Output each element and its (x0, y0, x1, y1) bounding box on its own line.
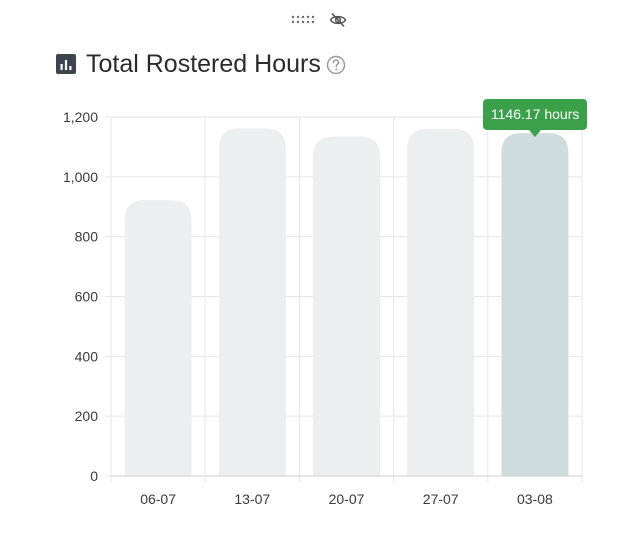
x-tick-label: 06-07 (140, 491, 176, 507)
widget-toolbar (0, 11, 640, 29)
help-circle-icon[interactable] (326, 55, 346, 75)
y-tick-label: 1,000 (63, 169, 98, 185)
y-tick-label: 1,200 (63, 109, 98, 125)
bar-20-07 (313, 136, 380, 476)
eye-off-icon[interactable] (329, 12, 347, 28)
y-tick-label: 200 (75, 408, 99, 424)
bar-tooltip: 1146.17 hours (482, 99, 588, 131)
bar-03-08 (501, 133, 569, 477)
y-tick-label: 0 (90, 468, 98, 484)
tooltip-arrow (528, 130, 541, 138)
bar-27-07 (407, 128, 475, 476)
bar-chart-icon (56, 54, 76, 74)
x-tick-label: 20-07 (329, 491, 365, 507)
y-tick-label: 800 (75, 229, 99, 245)
y-tick-label: 600 (75, 289, 99, 305)
bar-06-07 (124, 200, 192, 476)
y-tick-label: 400 (75, 348, 99, 364)
x-tick-label: 13-07 (234, 491, 270, 507)
chart-title: Total Rostered Hours (86, 49, 321, 78)
bar-13-07 (218, 128, 286, 476)
drag-handle-icon[interactable] (291, 15, 315, 25)
x-tick-label: 03-08 (517, 491, 553, 507)
chart-header: Total Rostered Hours (56, 48, 346, 80)
tooltip-text: 1146.17 hours (490, 106, 580, 123)
x-tick-label: 27-07 (423, 491, 459, 507)
